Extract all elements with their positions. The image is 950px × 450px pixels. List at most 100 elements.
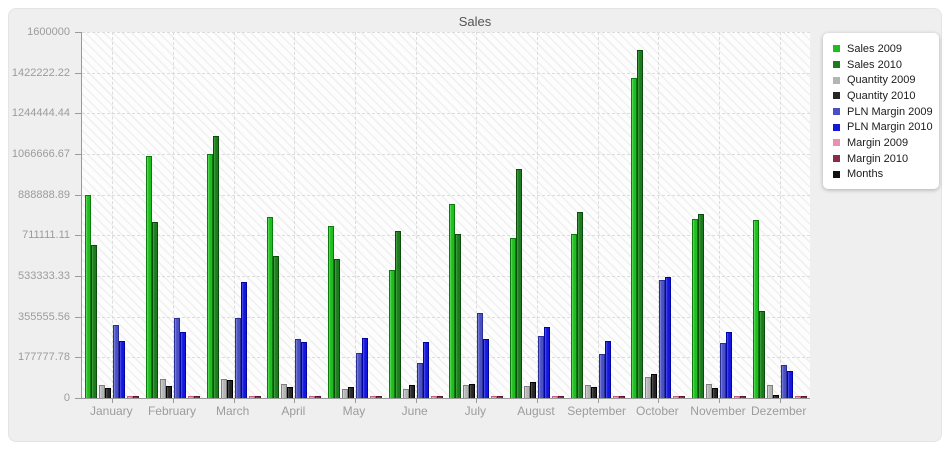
bar-margin-2010-march[interactable]	[254, 396, 261, 398]
legend-item-months[interactable]: Months	[833, 167, 929, 183]
bar-sales-2009-march[interactable]	[206, 154, 213, 398]
bar-sales-2009-january[interactable]	[85, 195, 92, 398]
bar-sales-2009-february[interactable]	[145, 156, 152, 398]
bar-sales-2009-dezember[interactable]	[752, 220, 759, 398]
bar-quantity-2009-november[interactable]	[705, 384, 712, 398]
bar-margin-2009-march[interactable]	[248, 396, 255, 398]
bar-pln-margin-2010-january[interactable]	[119, 341, 126, 398]
bar-pln-margin-2010-april[interactable]	[301, 342, 308, 398]
bar-margin-2010-february[interactable]	[193, 396, 200, 398]
bar-quantity-2010-june[interactable]	[408, 385, 415, 398]
legend-item-pln-margin-2010[interactable]: PLN Margin 2010	[833, 119, 933, 135]
bar-pln-margin-2009-november[interactable]	[719, 343, 726, 398]
bar-pln-margin-2010-june[interactable]	[422, 342, 429, 398]
bar-margin-2010-dezember[interactable]	[800, 396, 807, 398]
bar-pln-margin-2009-may[interactable]	[355, 353, 362, 398]
bar-pln-margin-2010-february[interactable]	[179, 332, 186, 398]
bar-sales-2010-april[interactable]	[273, 256, 280, 398]
bar-quantity-2010-july[interactable]	[469, 384, 476, 398]
bar-margin-2009-november[interactable]	[733, 396, 740, 398]
legend-item-sales-2010[interactable]: Sales 2010	[833, 57, 929, 73]
bar-sales-2009-may[interactable]	[327, 226, 334, 398]
bar-quantity-2010-march[interactable]	[226, 380, 233, 398]
bar-quantity-2009-may[interactable]	[341, 389, 348, 398]
bar-sales-2010-may[interactable]	[333, 259, 340, 398]
bar-margin-2010-november[interactable]	[739, 396, 746, 398]
legend-item-margin-2010[interactable]: Margin 2010	[833, 151, 929, 167]
bar-sales-2009-september[interactable]	[570, 234, 577, 398]
bar-margin-2010-june[interactable]	[436, 396, 443, 398]
bar-quantity-2009-february[interactable]	[159, 379, 166, 398]
bar-sales-2010-august[interactable]	[515, 169, 522, 398]
bar-quantity-2010-november[interactable]	[711, 388, 718, 398]
bar-pln-margin-2009-april[interactable]	[295, 339, 302, 398]
bar-pln-margin-2009-dezember[interactable]	[780, 365, 787, 398]
bar-pln-margin-2010-october[interactable]	[665, 277, 672, 398]
bar-quantity-2010-january[interactable]	[105, 388, 112, 398]
bar-quantity-2009-june[interactable]	[402, 389, 409, 398]
bar-sales-2009-october[interactable]	[631, 78, 638, 398]
bar-margin-2010-january[interactable]	[133, 396, 140, 398]
bar-pln-margin-2010-september[interactable]	[604, 341, 611, 398]
bar-pln-margin-2009-march[interactable]	[234, 318, 241, 398]
bar-pln-margin-2009-january[interactable]	[113, 325, 120, 398]
bar-sales-2010-dezember[interactable]	[758, 311, 765, 398]
bar-quantity-2009-january[interactable]	[99, 385, 106, 398]
bar-pln-margin-2009-august[interactable]	[537, 336, 544, 398]
bar-margin-2009-may[interactable]	[369, 396, 376, 398]
bar-quantity-2010-may[interactable]	[347, 387, 354, 398]
bar-sales-2010-march[interactable]	[212, 136, 219, 398]
bar-quantity-2010-august[interactable]	[529, 382, 536, 398]
bar-sales-2009-november[interactable]	[691, 219, 698, 398]
bar-quantity-2010-dezember[interactable]	[772, 395, 779, 398]
bar-quantity-2009-april[interactable]	[281, 384, 288, 398]
bar-margin-2010-september[interactable]	[618, 396, 625, 398]
bar-pln-margin-2009-september[interactable]	[598, 354, 605, 398]
bar-pln-margin-2010-july[interactable]	[483, 339, 490, 398]
bar-quantity-2010-october[interactable]	[651, 374, 658, 398]
bar-sales-2010-january[interactable]	[91, 245, 98, 398]
bar-sales-2010-june[interactable]	[394, 231, 401, 398]
bar-quantity-2009-august[interactable]	[523, 386, 530, 398]
bar-sales-2010-july[interactable]	[455, 234, 462, 398]
bar-quantity-2010-april[interactable]	[287, 387, 294, 398]
bar-sales-2009-august[interactable]	[509, 238, 516, 398]
bar-pln-margin-2009-october[interactable]	[659, 280, 666, 398]
bar-margin-2010-july[interactable]	[497, 396, 504, 398]
bar-quantity-2009-dezember[interactable]	[766, 385, 773, 398]
bar-quantity-2009-october[interactable]	[645, 377, 652, 398]
bar-quantity-2009-july[interactable]	[463, 385, 470, 398]
bar-quantity-2010-february[interactable]	[165, 386, 172, 398]
bar-margin-2009-april[interactable]	[309, 396, 316, 398]
bar-margin-2009-june[interactable]	[430, 396, 437, 398]
legend-item-margin-2009[interactable]: Margin 2009	[833, 135, 929, 151]
bar-pln-margin-2010-november[interactable]	[725, 332, 732, 398]
bar-sales-2009-april[interactable]	[267, 217, 274, 398]
bar-pln-margin-2010-dezember[interactable]	[786, 371, 793, 398]
bar-quantity-2009-march[interactable]	[220, 379, 227, 398]
bar-margin-2010-may[interactable]	[375, 396, 382, 398]
bar-quantity-2010-september[interactable]	[590, 387, 597, 398]
bar-margin-2009-september[interactable]	[612, 396, 619, 398]
bar-margin-2010-april[interactable]	[315, 396, 322, 398]
bar-sales-2010-november[interactable]	[697, 214, 704, 398]
bar-margin-2009-october[interactable]	[673, 396, 680, 398]
legend-item-quantity-2010[interactable]: Quantity 2010	[833, 88, 929, 104]
bar-margin-2010-october[interactable]	[679, 396, 686, 398]
bar-pln-margin-2009-february[interactable]	[173, 318, 180, 398]
bar-margin-2009-august[interactable]	[551, 396, 558, 398]
bar-pln-margin-2009-june[interactable]	[416, 363, 423, 398]
bar-sales-2010-february[interactable]	[151, 222, 158, 398]
legend-item-sales-2009[interactable]: Sales 2009	[833, 41, 929, 57]
bar-margin-2009-july[interactable]	[491, 396, 498, 398]
bar-sales-2009-july[interactable]	[449, 204, 456, 398]
bar-margin-2010-august[interactable]	[557, 396, 564, 398]
bar-sales-2010-october[interactable]	[637, 50, 644, 398]
legend-item-quantity-2009[interactable]: Quantity 2009	[833, 72, 929, 88]
bar-sales-2010-september[interactable]	[576, 212, 583, 398]
bar-sales-2009-june[interactable]	[388, 270, 395, 398]
bar-pln-margin-2009-july[interactable]	[477, 313, 484, 398]
bar-quantity-2009-september[interactable]	[584, 385, 591, 398]
bar-margin-2009-january[interactable]	[127, 396, 134, 398]
bar-pln-margin-2010-march[interactable]	[240, 282, 247, 398]
